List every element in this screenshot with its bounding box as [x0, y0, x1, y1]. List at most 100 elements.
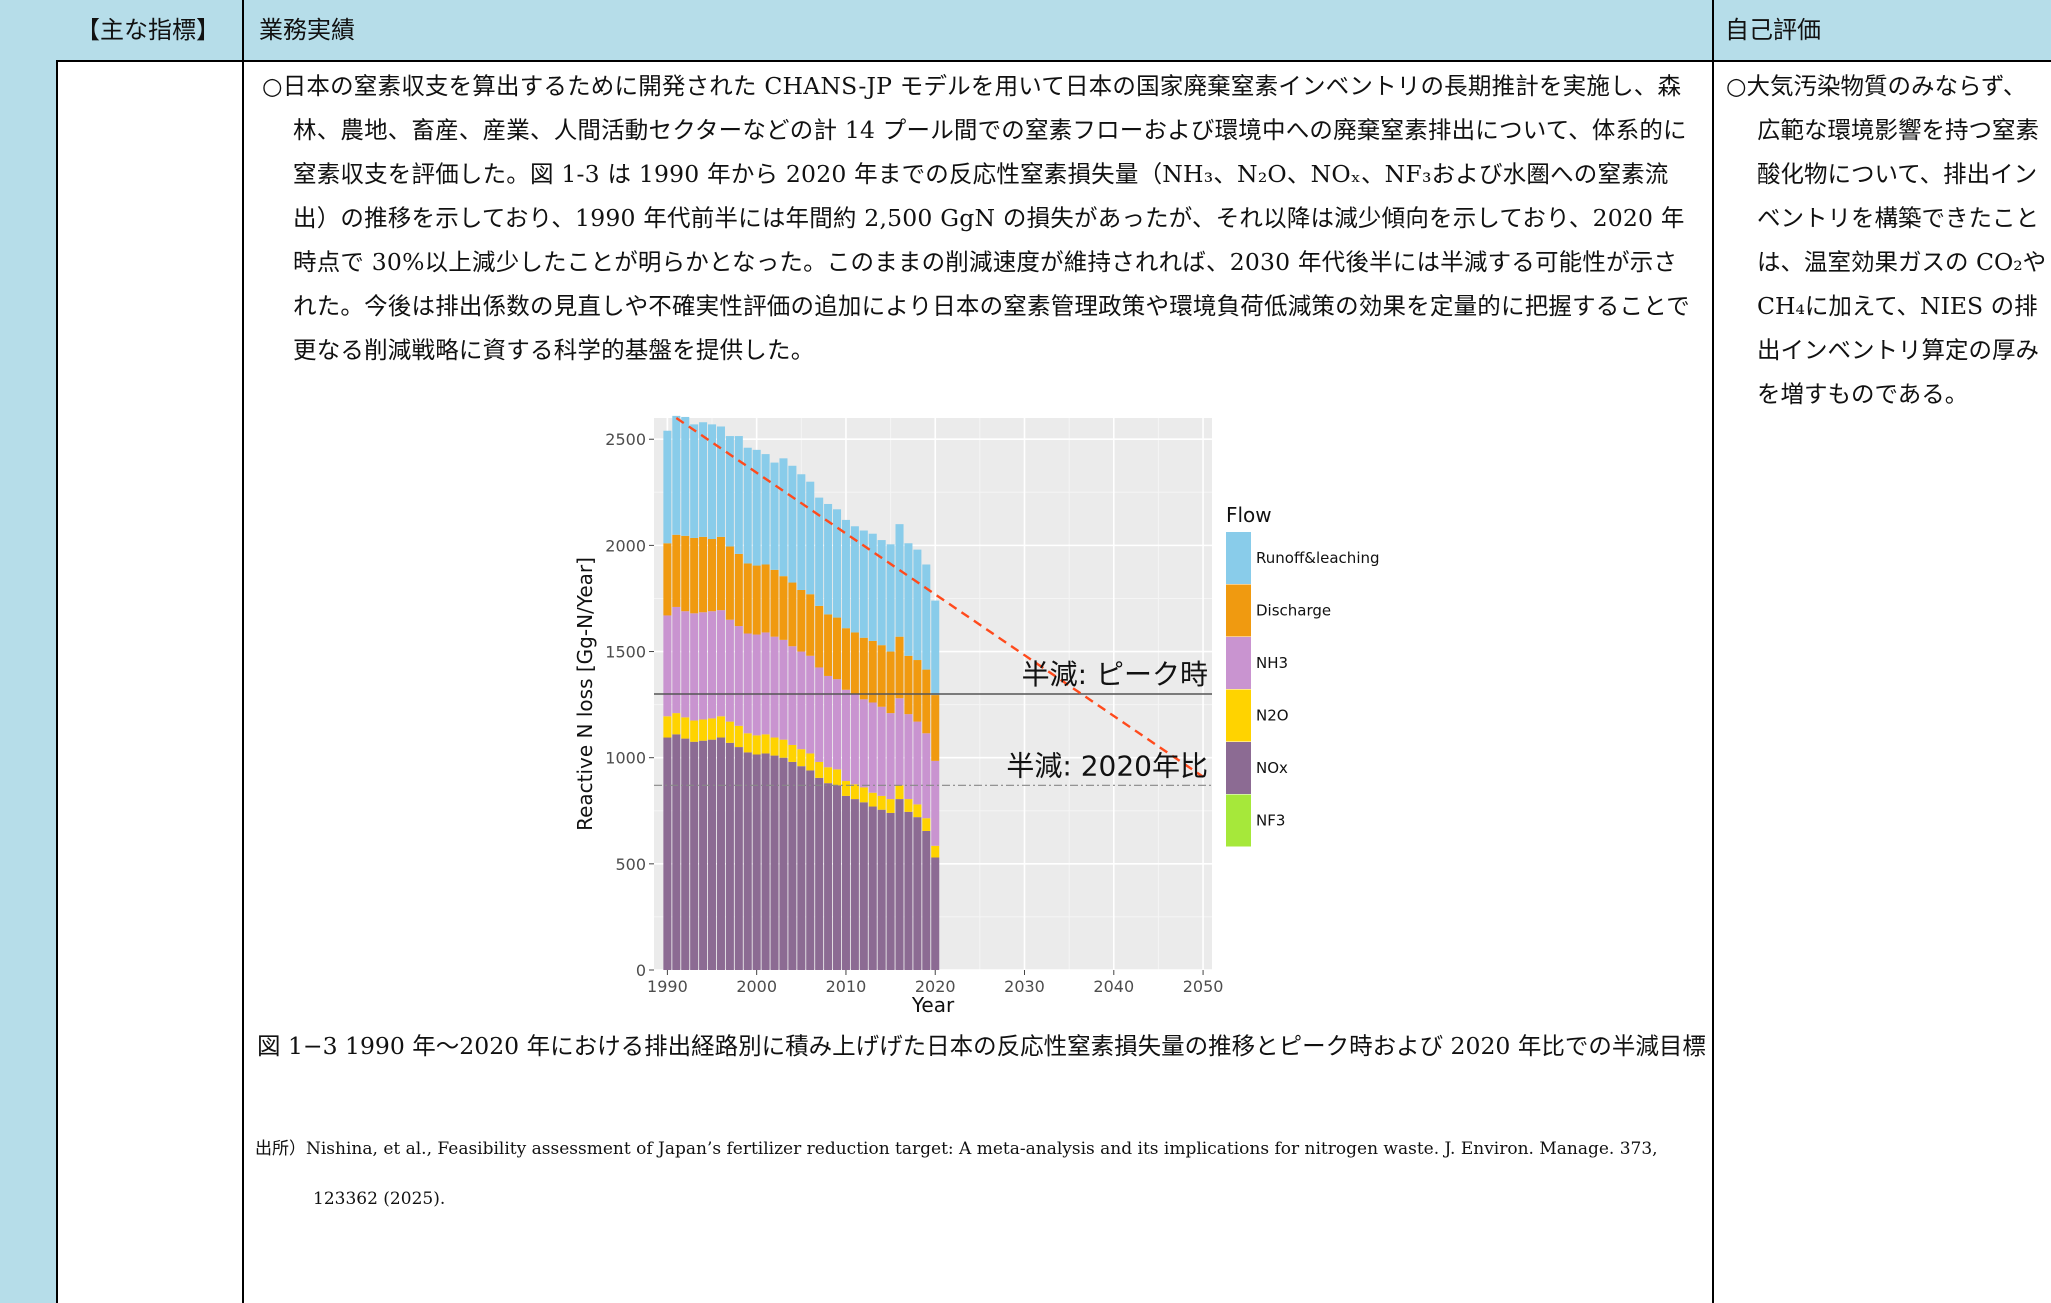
bar-segment	[931, 845, 940, 858]
bar-segment	[734, 626, 743, 726]
bar-segment	[672, 713, 681, 735]
bar-segment	[913, 721, 922, 805]
bar-segment	[931, 600, 940, 696]
bar-segment	[850, 526, 859, 633]
bar-segment	[824, 675, 833, 768]
bar-segment	[699, 422, 708, 537]
source-citation: 出所）Nishina, et al., Feasibility assessme…	[255, 1139, 1658, 1209]
bar-segment	[690, 741, 699, 970]
bar-segment	[913, 804, 922, 818]
bar-segment	[743, 447, 752, 564]
bar-segment	[770, 569, 779, 637]
bar-segment	[752, 634, 761, 736]
bar-segment	[895, 799, 904, 970]
bar-segment	[886, 713, 895, 800]
bar-segment	[833, 617, 842, 680]
bar-segment	[690, 424, 699, 538]
reference-line-label: 半減: 2020年比	[1006, 749, 1208, 782]
bar-segment	[788, 582, 797, 647]
table-header-row	[56, 0, 2051, 62]
x-tick-label: 2020	[915, 977, 956, 996]
bar-segment	[913, 549, 922, 661]
results-body: ○日本の窒素収支を算出するために開発された CHANS-JP モデルを用いて日本…	[262, 64, 1692, 372]
bar-segment	[681, 535, 690, 612]
legend-label: NH3	[1256, 654, 1288, 672]
bar-segment	[895, 698, 904, 786]
bar-segment	[868, 806, 877, 970]
bar-segment	[734, 553, 743, 627]
header-self-evaluation: 自己評価	[1725, 16, 1821, 44]
nitrogen-loss-chart: 半減: ピーク時 半減: 2020年比 0 500 1000 1500 2000 2500 1…	[560, 404, 1420, 1024]
bar-segment	[868, 702, 877, 793]
bar-segment	[904, 811, 913, 970]
bar-segment	[913, 817, 922, 970]
y-tick-label: 2500	[605, 430, 646, 449]
x-tick-label: 2050	[1183, 977, 1224, 996]
bar-segment	[806, 481, 815, 595]
bar-segment	[672, 415, 681, 535]
bar-segment	[708, 424, 717, 540]
legend-swatch	[1226, 637, 1251, 689]
bar-segment	[931, 857, 940, 970]
bar-segment	[815, 777, 824, 970]
left-margin-column	[0, 0, 58, 1303]
bar-segment	[850, 784, 859, 800]
bar-segment	[931, 760, 940, 846]
bar-segment	[752, 565, 761, 635]
y-tick-label: 1000	[605, 749, 646, 768]
bar-segment	[824, 783, 833, 970]
x-tick-label: 2040	[1093, 977, 1134, 996]
bar-segment	[708, 718, 717, 740]
bar-segment	[761, 753, 770, 970]
bar-segment	[663, 543, 672, 616]
bar-segment	[663, 737, 672, 970]
bar-segment	[779, 458, 788, 577]
bar-segment	[895, 785, 904, 800]
bar-segment	[797, 749, 806, 767]
bar-segment	[922, 733, 931, 819]
bar-segment	[788, 465, 797, 583]
y-axis-label: Reactive N loss [Gg-N/Year]	[573, 557, 597, 831]
bar-segment	[708, 739, 717, 970]
results-paragraph: ○日本の窒素収支を算出するために開発された CHANS-JP モデルを用いて日本…	[262, 72, 1690, 364]
bar-segment	[743, 752, 752, 970]
bar-segment	[859, 637, 868, 700]
bar-segment	[850, 694, 859, 785]
bar-segment	[806, 770, 815, 970]
bar-segment	[922, 564, 931, 670]
bar-segment	[734, 725, 743, 748]
bar-segment	[859, 530, 868, 638]
bar-segment	[886, 799, 895, 813]
legend-swatch	[1226, 532, 1251, 584]
x-tick-label: 2030	[1004, 977, 1045, 996]
legend-label: Discharge	[1256, 602, 1331, 620]
bar-segment	[690, 613, 699, 721]
bar-segment	[725, 721, 734, 743]
bar-segment	[681, 416, 690, 536]
bar-segment	[716, 536, 725, 611]
y-tick-label: 0	[636, 961, 646, 980]
bar-segment	[716, 716, 725, 738]
bar-segment	[779, 576, 788, 640]
bar-segment	[877, 645, 886, 707]
bar-segment	[877, 706, 886, 796]
bar-segment	[895, 524, 904, 637]
bar-segment	[725, 619, 734, 722]
bar-segment	[716, 610, 725, 717]
bar-segment	[833, 769, 842, 786]
y-tick-label: 2000	[605, 536, 646, 555]
bar-segment	[850, 799, 859, 970]
bar-segment	[690, 720, 699, 742]
bar-segment	[699, 719, 708, 741]
legend-title: Flow	[1226, 503, 1272, 527]
bar-segment	[779, 639, 788, 740]
bar-segment	[716, 737, 725, 970]
legend-swatch	[1226, 689, 1251, 742]
bar-segment	[886, 812, 895, 970]
bar-segment	[788, 744, 797, 762]
bar-segment	[797, 474, 806, 590]
bar-segment	[708, 611, 717, 719]
bar-segment	[788, 646, 797, 745]
bar-segment	[859, 787, 868, 803]
